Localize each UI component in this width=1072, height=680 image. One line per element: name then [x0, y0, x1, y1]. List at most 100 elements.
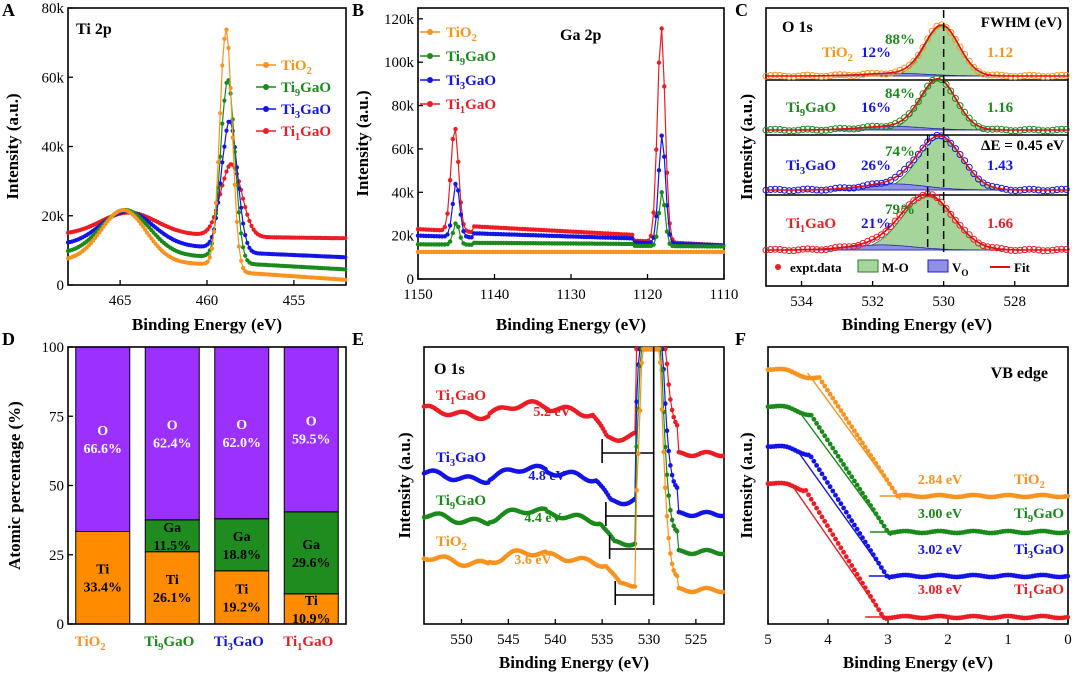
- panel-a-series-TiO2-point: [218, 111, 223, 116]
- panel-c-ylabel: Intensity (a.u.): [737, 94, 756, 200]
- panel-c-legend-vo-swatch: [927, 259, 949, 273]
- panel-c-legend-mo: M-O: [882, 260, 909, 275]
- panel-c-expt-point: [919, 44, 927, 51]
- panel-e-series-Ti9GaO-point: [663, 444, 668, 450]
- panel-f-series-Ti9GaO-point: [814, 421, 819, 426]
- panel-b-series-Ti3GaO-point: [450, 201, 455, 207]
- panel-c-expt-point: [965, 163, 973, 171]
- panel-a-series-TiO2-point: [145, 230, 150, 235]
- panel-f-xtick-label: 0: [1064, 632, 1072, 648]
- panel-c-expt-point: [905, 201, 913, 209]
- panel-c-expt-point: [984, 181, 992, 189]
- panel-e-gap-Ti1GaO: 5.2 eV: [533, 405, 570, 420]
- panel-d-category-Ti1GaO: Ti1GaO: [283, 634, 333, 653]
- panel-f-series-TiO2-point: [822, 383, 828, 389]
- panel-c-delta: ΔE = 0.45 eV: [981, 138, 1064, 154]
- panel-e-series-Ti1GaO-point: [669, 407, 675, 413]
- panel-c-expt-point: [919, 90, 927, 98]
- panel-f-edge-TiO2: 2.84 eV: [918, 473, 962, 488]
- panel-c-mo-pct-TiO2: 88%: [885, 32, 915, 48]
- panel-f-series-TiO2-point: [1065, 493, 1071, 499]
- panel-a-series-Ti3GaO-point: [222, 144, 227, 149]
- panel-e-series-Ti9GaO-point: [634, 444, 639, 449]
- panel-b-series-Ti1GaO-point: [664, 170, 670, 175]
- panel-b-series-Ti9GaO-point: [450, 230, 455, 236]
- panel-c-fit-Ti9GaO: [766, 77, 1068, 131]
- panel-f-series-Ti9GaO-point: [854, 482, 860, 488]
- panel-b-series-Ti1GaO-point: [450, 136, 455, 142]
- panel-f-series-Ti1GaO-point: [811, 501, 817, 507]
- panel-c-expt-point: [905, 161, 913, 169]
- panel-d-seg-name: Ti: [96, 563, 109, 578]
- panel-f-series-Ti3GaO-point: [1065, 573, 1071, 579]
- panel-f-series-Ti3GaO-point: [816, 467, 822, 473]
- panel-c-fwhm-Ti9GaO: 1.16: [987, 100, 1014, 116]
- panel-f-series-Ti3GaO-point: [825, 480, 830, 485]
- panel-a-series-Ti1GaO-point: [245, 212, 250, 217]
- panel-f-xtick-label: 2: [944, 632, 952, 648]
- panel-c-fwhm-Ti3GaO: 1.43: [987, 158, 1013, 174]
- panel-a-series-Ti3GaO-point: [218, 181, 223, 186]
- panel-f-series-Ti1GaO-point: [806, 492, 811, 498]
- panel-c-expt-point: [956, 102, 964, 110]
- panel-e-xtick-label: 540: [544, 632, 567, 648]
- panel-b-legend-Ti3GaO: Ti3GaO: [446, 73, 496, 92]
- panel-b-xlabel: Binding Energy (eV): [496, 315, 646, 334]
- panel-a-series-TiO2-point: [220, 63, 225, 68]
- panel-b-series-Ti9GaO-point: [651, 242, 656, 247]
- panel-f-series-Ti9GaO-point: [841, 462, 846, 467]
- panel-a-series-Ti1GaO-point: [249, 223, 254, 228]
- panel-d-bar-Ga-Ti1GaO: [283, 511, 339, 595]
- panel-b-legend-Ti1GaO: Ti1GaO: [446, 97, 496, 116]
- panel-b-ytick-label: 80k: [392, 99, 415, 115]
- panel-e-series-Ti1GaO-point: [668, 397, 673, 402]
- panel-a-series-Ti3GaO-point: [245, 240, 250, 245]
- panel-c-legend-vo: VO: [952, 260, 968, 278]
- panel-c-fit-TiO2: [766, 24, 1068, 77]
- panel-d-seg-name: O: [306, 414, 317, 429]
- panel-c-expt-point: [970, 235, 978, 243]
- panel-c-expt-point: [896, 170, 904, 177]
- panel-letter-C: C: [735, 0, 748, 20]
- panel-f-series-Ti9GaO-point: [819, 429, 825, 434]
- panel-c-expt-point: [965, 114, 973, 122]
- panel-f-series-Ti9GaO-point: [843, 466, 849, 471]
- panel-c-expt-point: [965, 231, 973, 239]
- panel-a-series-TiO2-point: [207, 255, 212, 260]
- panel-f-series-Ti3GaO-point: [849, 518, 855, 524]
- panel-c-xlabel: Binding Energy (eV): [842, 315, 992, 334]
- panel-c-expt-point: [914, 150, 922, 158]
- panel-f-series-TiO2-point: [854, 432, 860, 438]
- panel-e-series-TiO2-point: [720, 589, 725, 595]
- panel-b-series-Ti1GaO-point: [662, 84, 667, 89]
- panel-f-series-Ti1GaO-point: [843, 554, 849, 560]
- panel-c-expt-point: [896, 211, 904, 219]
- panel-c-expt-point: [905, 61, 913, 69]
- panel-f-series-Ti3GaO-point: [838, 501, 844, 507]
- panel-e-series-TiO2: [421, 346, 725, 595]
- panel-b-series-Ti9GaO-point: [453, 221, 458, 226]
- panel-e-series-TiO2-point: [669, 561, 675, 567]
- panel-f-series-Ti3GaO-point: [808, 454, 814, 460]
- panel-b-series-Ti9GaO-point: [662, 202, 667, 208]
- panel-e-series-TiO2-point: [657, 360, 663, 365]
- panel-a-series-Ti3GaO-point: [243, 233, 248, 238]
- panel-f-label-Ti9GaO: Ti9GaO: [1014, 506, 1064, 525]
- panel-d-seg-name: Ga: [302, 538, 320, 553]
- panel-b-series-Ti9GaO-point: [456, 224, 461, 229]
- panel-a-series-Ti9GaO-point: [230, 117, 235, 122]
- panel-f-series-Ti9GaO-point: [857, 486, 863, 492]
- panel-f-label-Ti3GaO: Ti3GaO: [1014, 542, 1064, 561]
- panel-e-series-Ti1GaO-point: [720, 453, 725, 459]
- panel-a-series-Ti9GaO-point: [222, 98, 227, 103]
- panel-a-series-TiO2-point: [241, 265, 246, 271]
- panel-c-expt-point: [924, 35, 932, 43]
- panel-a-series-Ti1GaO-point: [207, 224, 212, 229]
- panel-b-series-Ti9GaO-point: [721, 244, 726, 249]
- panel-a-series-Ti9GaO-point: [243, 253, 248, 258]
- panel-c-expt-point: [905, 110, 913, 118]
- panel-c-xtick-label: 530: [932, 294, 955, 310]
- panel-c-expt-point: [938, 76, 945, 84]
- panel-a-series-TiO2-point: [205, 259, 210, 264]
- panel-d-ylabel: Atomic percentage (%): [5, 401, 24, 570]
